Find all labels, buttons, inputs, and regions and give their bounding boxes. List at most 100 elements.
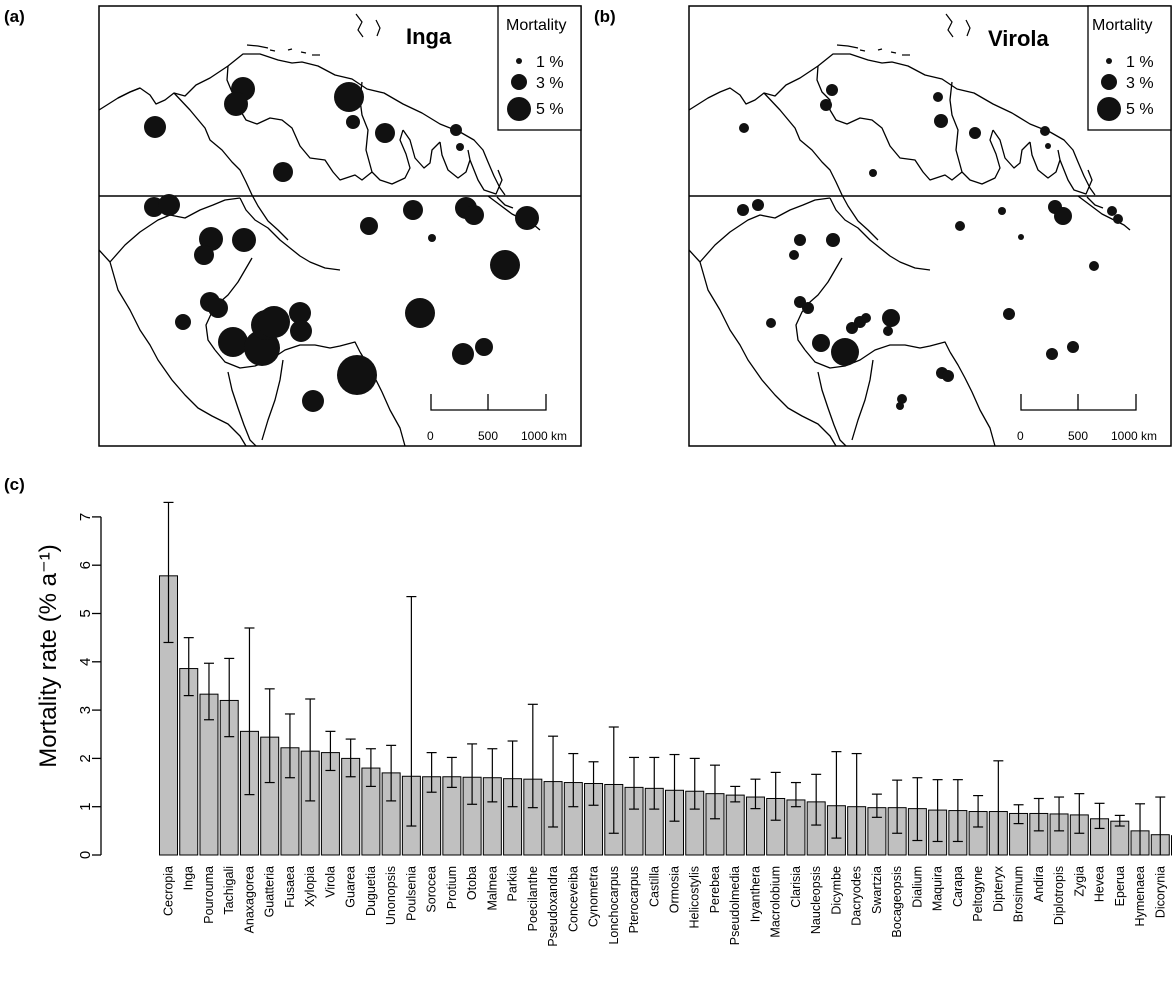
legend-b-item-1: 1 % bbox=[1126, 54, 1154, 71]
x-tick-label: Zygia bbox=[1072, 866, 1086, 897]
x-tick-label: Dipteryx bbox=[991, 865, 1005, 912]
x-tick-label: Cynometra bbox=[587, 866, 601, 927]
error-bar-poulsenia bbox=[406, 595, 417, 827]
error-bar-macrolobium bbox=[770, 771, 781, 821]
x-tick-label: Peltogyne bbox=[971, 866, 985, 922]
legend-a-item-5: 5 % bbox=[536, 101, 564, 118]
y-tick-label: 5 bbox=[77, 609, 94, 617]
x-tick-label: Inga bbox=[182, 866, 196, 890]
y-tick-label: 3 bbox=[77, 706, 94, 714]
y-axis-label: Mortality rate (% a⁻¹) bbox=[35, 544, 62, 767]
map-b-borders bbox=[688, 53, 1131, 447]
x-tick-label: Pseudolmedia bbox=[728, 866, 742, 945]
x-tick-label: Hymenaea bbox=[1133, 866, 1147, 926]
error-bar-guarea bbox=[345, 738, 356, 778]
error-bar-cecropia bbox=[163, 501, 174, 644]
x-tick-label: Virola bbox=[323, 866, 337, 898]
legend-b: Mortality 1 % 3 % 5 % bbox=[1087, 5, 1172, 131]
scale-b-500: 500 bbox=[1068, 429, 1088, 443]
error-bar-cynometra bbox=[588, 761, 599, 806]
error-bar-dicorynia bbox=[1155, 796, 1166, 855]
bar-inga bbox=[179, 668, 199, 856]
error-bar-dicymbe bbox=[831, 751, 842, 839]
x-tick-label: Protium bbox=[445, 866, 459, 909]
y-tick-label: 4 bbox=[77, 658, 94, 666]
x-tick-label: Otoba bbox=[465, 866, 479, 900]
error-bar-unonopsis bbox=[386, 744, 397, 802]
map-b-sites bbox=[737, 84, 1123, 410]
error-bar-clarisia bbox=[790, 781, 801, 808]
error-bar-zygia bbox=[1074, 793, 1085, 834]
panel-b: (b) bbox=[594, 5, 1172, 447]
legend-a-title: Mortality bbox=[506, 17, 566, 34]
error-bar-eperua bbox=[1114, 814, 1125, 827]
error-bar-andira bbox=[1033, 797, 1044, 832]
bars bbox=[159, 575, 1172, 856]
y-tick-label: 2 bbox=[77, 754, 94, 762]
x-tick-label: Maquira bbox=[931, 866, 945, 911]
error-bar-swartzia bbox=[871, 793, 882, 818]
panel-a-label: (a) bbox=[4, 7, 25, 26]
error-bar-dialium bbox=[912, 777, 923, 842]
error-bar-diplotropis bbox=[1054, 796, 1065, 832]
x-tick-label: Poecilanthe bbox=[526, 866, 540, 931]
panel-a: (a) bbox=[4, 5, 582, 447]
error-bar-anaxagorea bbox=[244, 627, 255, 796]
x-tick-label: Fusaea bbox=[283, 866, 297, 908]
x-tick-label: Dicymbe bbox=[829, 866, 843, 915]
x-tick-label: Anaxagorea bbox=[242, 866, 256, 933]
error-bar-naucleopsis bbox=[811, 773, 822, 826]
error-bar-tachigali bbox=[224, 657, 235, 738]
x-tick-label: Lonchocarpus bbox=[607, 866, 621, 945]
x-tick-label: Pterocarpus bbox=[627, 866, 641, 933]
x-tick-label: Brosimum bbox=[1012, 866, 1026, 922]
x-tick-label: Cecropia bbox=[162, 866, 176, 916]
map-a-sites bbox=[144, 77, 539, 412]
x-tick-label: Pourouma bbox=[202, 866, 216, 924]
panel-c-label: (c) bbox=[4, 475, 25, 494]
x-tick-label: Unonopsis bbox=[384, 866, 398, 925]
x-tick-label: Swartzia bbox=[870, 866, 884, 914]
x-tick-label: Castilla bbox=[647, 866, 661, 907]
scale-bar-a: 0 500 1000 km bbox=[427, 394, 567, 443]
x-tick-label: Malmea bbox=[485, 866, 499, 911]
error-bar-parkia bbox=[507, 740, 518, 808]
scale-bar-b: 0 500 1000 km bbox=[1017, 394, 1157, 443]
x-tick-label: Carapa bbox=[951, 866, 965, 907]
error-bar-malmea bbox=[487, 748, 498, 803]
scale-a-500: 500 bbox=[478, 429, 498, 443]
legend-b-title: Mortality bbox=[1092, 17, 1152, 34]
panel-c: (c) Mortality rate (% a⁻¹) 0 1 2 3 4 5 6 7 Cecr… bbox=[4, 475, 1172, 947]
x-tick-label: Xylopia bbox=[303, 866, 317, 907]
scale-b-1000: 1000 km bbox=[1111, 429, 1157, 443]
error-bars bbox=[163, 501, 1166, 855]
legend-a-item-3: 3 % bbox=[536, 75, 564, 92]
legend-b-item-3: 3 % bbox=[1126, 75, 1154, 92]
x-tick-label: Duguetia bbox=[364, 866, 378, 916]
error-bar-dacryodes bbox=[851, 752, 862, 855]
x-tick-label: Dicorynia bbox=[1153, 866, 1167, 918]
error-bar-carapa bbox=[952, 779, 963, 843]
x-tick-label: Bocageopsis bbox=[890, 866, 904, 938]
error-bar-dipteryx bbox=[993, 760, 1004, 855]
error-bar-bocageopsis bbox=[892, 779, 903, 834]
map-a-title: Inga bbox=[406, 24, 452, 49]
error-bar-xylopia bbox=[305, 698, 316, 802]
error-bar-conceveiba bbox=[568, 752, 579, 808]
legend-a-marker-5 bbox=[507, 97, 531, 121]
error-bar-helicostylis bbox=[689, 757, 700, 810]
x-tick-label: Guatteria bbox=[263, 866, 277, 917]
error-bar-duguetia bbox=[365, 748, 376, 788]
x-tick-label: Poulsenia bbox=[404, 866, 418, 921]
x-tick-label: Pseudoxandra bbox=[546, 866, 560, 947]
error-bar-pseudolmedia bbox=[730, 785, 741, 803]
error-bar-sorocea bbox=[426, 752, 437, 793]
error-bar-perebea bbox=[709, 764, 720, 820]
error-bar-otoba bbox=[467, 743, 478, 805]
x-tick-label: Dacryodes bbox=[850, 866, 864, 926]
error-bar-hevea bbox=[1094, 802, 1105, 830]
scale-b-0: 0 bbox=[1017, 429, 1024, 443]
legend-b-marker-5 bbox=[1097, 97, 1121, 121]
map-a-borders bbox=[98, 53, 541, 447]
